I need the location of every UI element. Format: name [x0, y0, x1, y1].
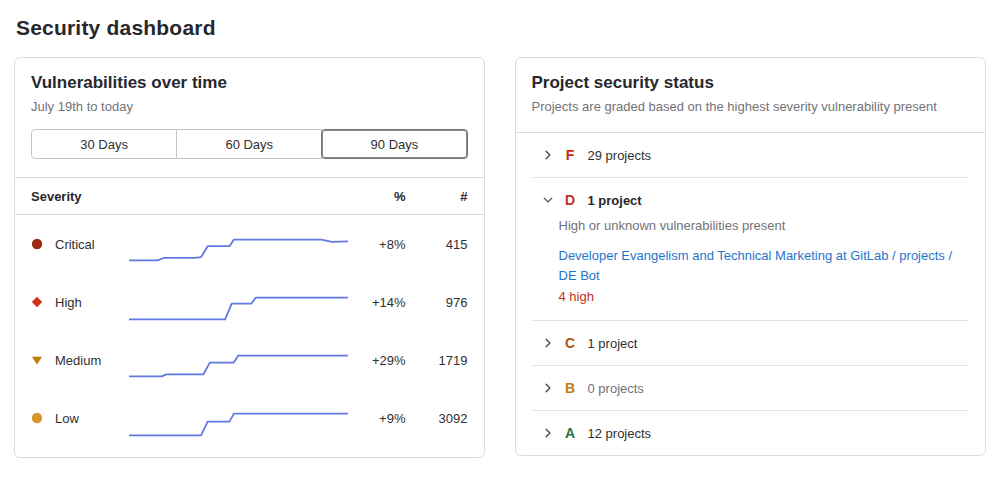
grade-row-c[interactable]: C 1 project	[532, 321, 970, 365]
severity-label: Medium	[55, 353, 129, 368]
page-title: Security dashboard	[16, 16, 986, 40]
severity-label: High	[55, 295, 129, 310]
change-percent: +14%	[354, 295, 406, 310]
table-row-low: Low +9% 3092	[31, 389, 468, 447]
vuln-card-header: Vulnerabilities over time July 19th to t…	[15, 58, 484, 178]
vuln-card-title: Vulnerabilities over time	[31, 73, 468, 93]
grade-count-label: 1 project	[588, 193, 642, 208]
grades-list: F 29 projects D 1 project High or unkno	[516, 133, 986, 455]
finding-count: 4 high	[559, 289, 958, 304]
project-link[interactable]: Developer Evangelism and Technical Marke…	[559, 246, 958, 286]
grade-letter-d: D	[563, 192, 578, 208]
grade-letter-a: A	[563, 425, 578, 441]
table-row-high: High +14% 976	[31, 273, 468, 331]
status-card-title: Project security status	[532, 73, 970, 93]
days-filter-group: 30 Days 60 Days 90 Days	[31, 129, 468, 159]
grade-count-label: 0 projects	[588, 381, 644, 396]
chevron-down-icon[interactable]	[542, 194, 554, 206]
change-percent: +8%	[354, 237, 406, 252]
medium-severity-icon	[31, 354, 55, 366]
grade-count-label: 12 projects	[588, 426, 652, 441]
critical-severity-icon	[31, 238, 55, 250]
days-filter-60[interactable]: 60 Days	[176, 129, 322, 159]
severity-label: Critical	[55, 237, 129, 252]
grade-row-b[interactable]: B 0 projects	[532, 366, 970, 410]
vulnerabilities-table-header: Severity % #	[15, 178, 484, 215]
table-row-medium: Medium +29% 1719	[31, 331, 468, 389]
security-dashboard-page: Security dashboard Vulnerabilities over …	[0, 0, 1000, 458]
grade-row-f[interactable]: F 29 projects	[532, 133, 970, 177]
grade-row-a[interactable]: A 12 projects	[532, 411, 970, 455]
high-sparkline-chart	[129, 280, 354, 324]
severity-column-header: Severity	[31, 189, 354, 204]
percent-column-header: %	[354, 189, 406, 204]
grade-letter-f: F	[563, 147, 578, 163]
change-percent: +29%	[354, 353, 406, 368]
low-sparkline-chart	[129, 396, 354, 440]
vulnerability-count: 976	[406, 295, 468, 310]
grade-item-f: F 29 projects	[532, 133, 970, 177]
project-security-status-card: Project security status Projects are gra…	[515, 57, 987, 456]
days-filter-30[interactable]: 30 Days	[31, 129, 177, 159]
table-row-critical: Critical +8% 415	[31, 215, 468, 273]
vulnerabilities-table: Severity % # Critical +8% 415	[15, 178, 484, 457]
chevron-right-icon[interactable]	[542, 337, 554, 349]
grade-d-detail: High or unknown vulnerabilities present …	[532, 218, 970, 320]
status-card-header: Project security status Projects are gra…	[516, 58, 986, 133]
grade-item-a: A 12 projects	[532, 410, 970, 455]
high-severity-icon	[31, 296, 55, 308]
grade-d-description: High or unknown vulnerabilities present	[559, 218, 958, 233]
critical-sparkline-chart	[129, 222, 354, 266]
low-severity-icon	[31, 412, 55, 424]
status-card-subtitle: Projects are graded based on the highest…	[532, 99, 970, 114]
grade-row-d[interactable]: D 1 project	[532, 178, 970, 222]
vulnerability-count: 415	[406, 237, 468, 252]
dashboard-cards: Vulnerabilities over time July 19th to t…	[14, 57, 986, 458]
change-percent: +9%	[354, 411, 406, 426]
days-filter-90[interactable]: 90 Days	[321, 129, 467, 159]
grade-item-d: D 1 project High or unknown vulnerabilit…	[532, 177, 970, 320]
grade-item-b: B 0 projects	[532, 365, 970, 410]
medium-sparkline-chart	[129, 338, 354, 382]
vulnerability-count: 3092	[406, 411, 468, 426]
chevron-right-icon[interactable]	[542, 149, 554, 161]
severity-label: Low	[55, 411, 129, 426]
grade-count-label: 29 projects	[588, 148, 652, 163]
vulnerabilities-over-time-card: Vulnerabilities over time July 19th to t…	[14, 57, 485, 458]
grade-letter-b: B	[563, 380, 578, 396]
vulnerability-count: 1719	[406, 353, 468, 368]
grade-count-label: 1 project	[588, 336, 638, 351]
vuln-date-range: July 19th to today	[31, 99, 468, 114]
count-column-header: #	[406, 189, 468, 204]
chevron-right-icon[interactable]	[542, 382, 554, 394]
chevron-right-icon[interactable]	[542, 427, 554, 439]
grade-letter-c: C	[563, 335, 578, 351]
grade-item-c: C 1 project	[532, 320, 970, 365]
